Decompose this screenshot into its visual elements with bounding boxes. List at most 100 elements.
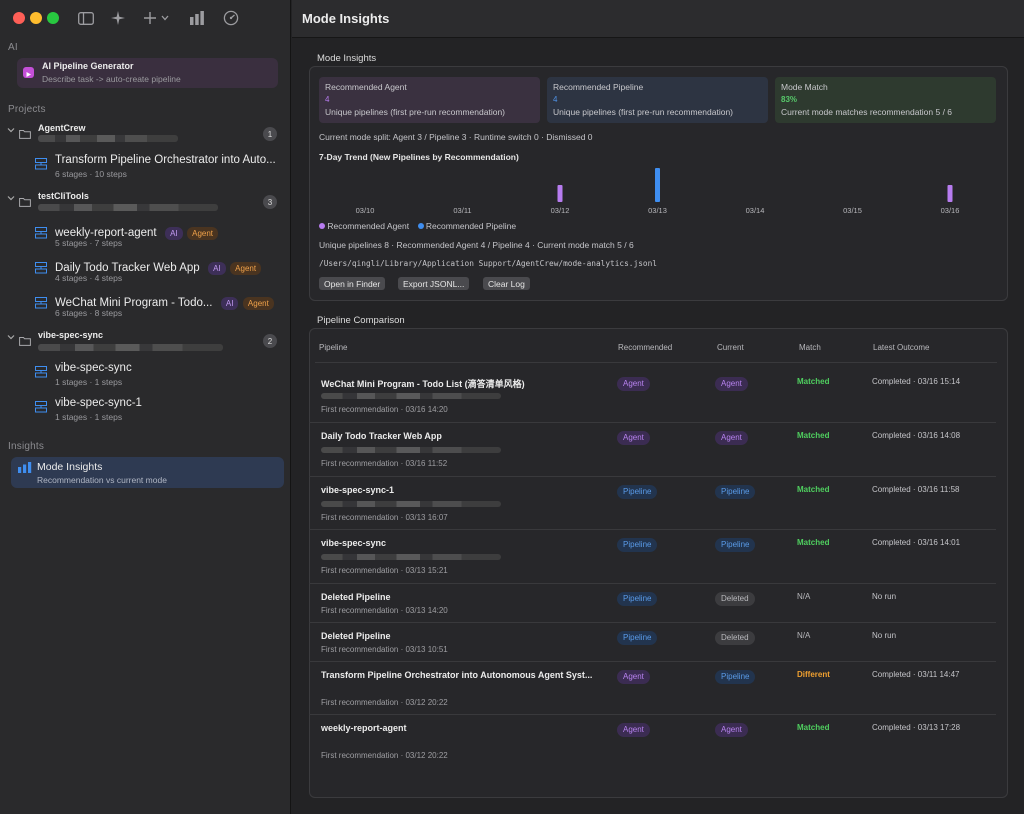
mode-insights-title: Mode Insights [37, 461, 103, 473]
mode-insights-subtitle: Recommendation vs current mode [37, 475, 167, 485]
header-current: Current [717, 343, 744, 352]
table-row[interactable]: Daily Todo Tracker Web App First recomme… [309, 423, 996, 477]
folder-icon [19, 130, 31, 139]
latest-outcome: Completed · 03/16 11:58 [872, 485, 960, 494]
table-row[interactable]: Deleted Pipeline First recommendation · … [309, 584, 996, 623]
row-first-recommendation: First recommendation · 03/13 10:51 [321, 645, 448, 654]
project-vibe-spec-sync[interactable]: vibe-spec-sync 2 [0, 327, 291, 351]
main-header: Mode Insights [292, 0, 1024, 38]
chevron-down-icon[interactable] [7, 333, 15, 341]
pipeline-title: weekly-report-agent [55, 227, 157, 239]
chevron-down-icon[interactable] [7, 126, 15, 134]
kpi-subtitle: Unique pipelines (first pre-run recommen… [553, 107, 733, 117]
header-divider [315, 362, 997, 363]
minimize-window-button[interactable] [30, 12, 42, 24]
close-window-button[interactable] [13, 12, 25, 24]
pipeline-icon [35, 158, 47, 170]
recommended-pill: Pipeline [617, 485, 658, 499]
match-status: N/A [797, 631, 811, 640]
sidebar-pipeline-daily-todo[interactable]: Daily Todo Tracker Web App AI Agent 4 st… [0, 256, 291, 286]
latest-outcome: Completed · 03/13 17:28 [872, 723, 961, 732]
sidebar-toggle-icon[interactable] [76, 9, 96, 27]
add-menu-icon[interactable] [142, 9, 172, 27]
recommended-pill: Pipeline [617, 592, 658, 606]
kpi-recommended-pipeline: Recommended Pipeline 4 Unique pipelines … [547, 77, 768, 123]
recommended-pill: Agent [617, 377, 650, 391]
match-status: N/A [797, 592, 811, 601]
sidebar-pipeline-vibe-spec-sync-1[interactable]: vibe-spec-sync-1 1 stages · 1 steps [0, 395, 291, 425]
kpi-value: 4 [325, 95, 330, 104]
pipeline-meta: 1 stages · 1 steps [55, 377, 123, 387]
pipeline-title: vibe-spec-sync [55, 362, 132, 374]
latest-outcome: No run [872, 592, 897, 601]
current-pill: Agent [715, 723, 748, 737]
pipeline-meta: 4 stages · 4 steps [55, 273, 123, 283]
chevron-down-icon[interactable] [7, 194, 15, 202]
pipeline-meta: 5 stages · 7 steps [55, 238, 123, 248]
sidebar-pipeline-vibe-spec-sync[interactable]: vibe-spec-sync 1 stages · 1 steps [0, 360, 291, 390]
generator-icon [23, 67, 34, 78]
row-first-recommendation: First recommendation · 03/13 14:20 [321, 606, 448, 615]
recommended-pill: Agent [617, 431, 650, 445]
table-row[interactable]: WeChat Mini Program - Todo List (滴答清单风格)… [309, 363, 996, 423]
current-pill: Pipeline [715, 538, 756, 552]
sidebar-pipeline-transform[interactable]: Transform Pipeline Orchestrator into Aut… [0, 152, 291, 182]
table-row[interactable]: Transform Pipeline Orchestrator into Aut… [309, 662, 996, 715]
table-row[interactable]: weekly-report-agent First recommendation… [309, 715, 996, 768]
insights-section-label: Insights [8, 441, 45, 452]
bar-chart-icon[interactable] [187, 9, 207, 27]
clear-log-button[interactable]: Clear Log [483, 277, 530, 290]
summary-text: Unique pipelines 8 · Recommended Agent 4… [319, 240, 634, 250]
match-status: Different [797, 670, 830, 679]
ai-badge: AI [220, 297, 239, 310]
current-pill: Agent [715, 377, 748, 391]
insights-panel-title: Mode Insights [317, 53, 377, 64]
kpi-recommended-agent: Recommended Agent 4 Unique pipelines (fi… [319, 77, 540, 123]
generator-subtitle: Describe task -> auto-create pipeline [42, 74, 181, 84]
open-in-finder-button[interactable]: Open in Finder [319, 277, 386, 290]
header-pipeline: Pipeline [319, 343, 348, 352]
match-status: Matched [797, 431, 830, 440]
current-pill: Deleted [715, 592, 755, 606]
latest-outcome: Completed · 03/16 15:14 [872, 377, 961, 386]
sidebar: AI AI Pipeline Generator Describe task -… [0, 0, 291, 814]
pipeline-meta: 1 stages · 1 steps [55, 412, 123, 422]
project-agentcrew[interactable]: AgentCrew 1 [0, 120, 291, 144]
pipeline-icon [35, 401, 47, 413]
kpi-subtitle: Current mode matches recommendation 5 / … [781, 107, 953, 117]
agent-badge: Agent [187, 227, 219, 240]
redacted-path [38, 135, 178, 142]
table-row[interactable]: vibe-spec-sync First recommendation · 03… [309, 530, 996, 584]
row-pipeline-name: Daily Todo Tracker Web App [321, 431, 442, 441]
pipeline-icon [35, 227, 47, 239]
folder-icon [19, 337, 31, 346]
latest-outcome: No run [872, 631, 897, 640]
row-first-recommendation: First recommendation · 03/12 20:22 [321, 698, 448, 707]
sparkles-icon[interactable] [108, 9, 128, 27]
row-pipeline-name: WeChat Mini Program - Todo List (滴答清单风格) [321, 379, 525, 389]
export-jsonl-button[interactable]: Export JSONL... [398, 277, 470, 290]
table-row[interactable]: Deleted Pipeline First recommendation · … [309, 623, 996, 662]
trend-tick-label: 03/16 [941, 206, 960, 215]
sidebar-pipeline-wechat[interactable]: WeChat Mini Program - Todo... AI Agent 6… [0, 291, 291, 321]
folder-icon [19, 198, 31, 207]
row-pipeline-name: Transform Pipeline Orchestrator into Aut… [321, 670, 593, 680]
trend-tick-label: 03/15 [843, 206, 862, 215]
zoom-window-button[interactable] [47, 12, 59, 24]
sidebar-pipeline-weekly-report[interactable]: weekly-report-agent AI Agent 5 stages · … [0, 221, 291, 251]
table-row[interactable]: vibe-spec-sync-1 First recommendation · … [309, 477, 996, 530]
gauge-icon[interactable] [221, 9, 241, 27]
trend-tick-label: 03/10 [356, 206, 375, 215]
project-count-badge: 3 [263, 195, 277, 209]
ai-pipeline-generator-item[interactable]: AI Pipeline Generator Describe task -> a… [17, 58, 278, 88]
header-latest-outcome: Latest Outcome [873, 343, 930, 352]
trend-chart: 03/10 03/11 03/12 03/13 03/14 03/15 03/16 [356, 168, 960, 215]
project-testclitools[interactable]: testCliTools 3 [0, 188, 291, 212]
sidebar-item-mode-insights[interactable]: Mode Insights Recommendation vs current … [11, 457, 284, 488]
header-recommended: Recommended [618, 343, 673, 352]
match-status: Matched [797, 485, 830, 494]
project-count-badge: 2 [263, 334, 277, 348]
current-pill: Deleted [715, 631, 755, 645]
row-first-recommendation: First recommendation · 03/13 15:21 [321, 566, 448, 575]
comparison-table [309, 328, 1008, 798]
